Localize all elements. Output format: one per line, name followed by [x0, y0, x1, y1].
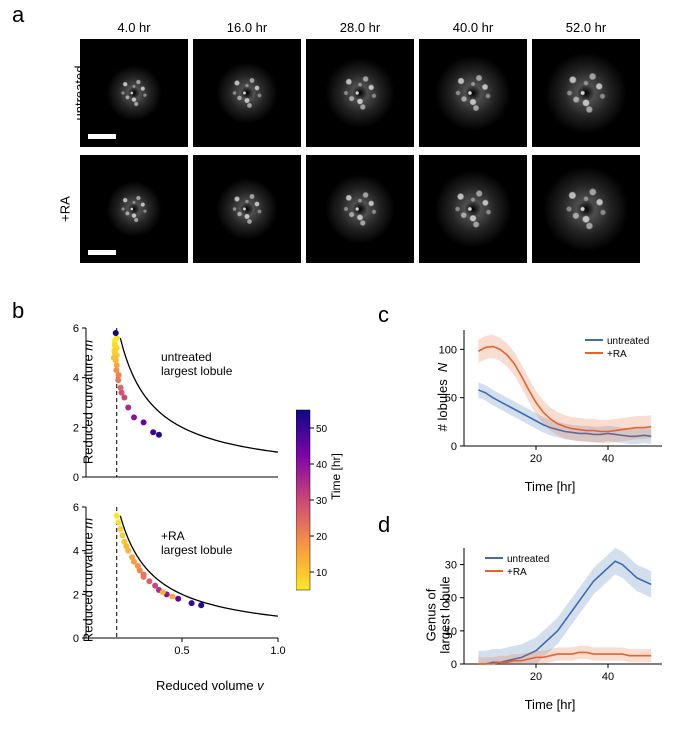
panel-b-container: Reduced curvature m 0246 untreatedlarges… — [56, 320, 286, 664]
panel-a-row-1: untreated — [80, 39, 640, 147]
panel-a-container: 4.0 hr 16.0 hr 28.0 hr 40.0 hr 52.0 hr untre… — [80, 20, 640, 271]
microscopy-image — [80, 155, 188, 263]
microscopy-image — [532, 155, 640, 263]
svg-text:20: 20 — [316, 532, 328, 543]
panel-c-ylabel: # lobules N — [435, 363, 450, 432]
panel-c-xlabel: Time [hr] — [525, 479, 576, 494]
svg-text:0: 0 — [73, 472, 79, 484]
svg-text:20: 20 — [530, 671, 542, 683]
panel-c-plot: # lobules N 0501002040untreated+RA Time … — [430, 322, 670, 472]
microscopy-image — [193, 39, 301, 147]
svg-text:6: 6 — [73, 502, 79, 514]
scale-bar — [88, 250, 116, 255]
scale-bar — [88, 134, 116, 139]
svg-text:0: 0 — [73, 633, 79, 645]
svg-text:40: 40 — [602, 671, 614, 683]
time-label: 40.0 hr — [419, 20, 527, 35]
microscopy-image — [419, 155, 527, 263]
panel-b-plot-2: 0 2 4 6 0.5 1.0 +RAlargest lobule — [56, 499, 286, 664]
svg-text:20: 20 — [530, 453, 542, 465]
svg-text:10: 10 — [316, 568, 328, 579]
svg-text:untreated: untreated — [507, 554, 549, 565]
microscopy-image — [193, 155, 301, 263]
svg-text:untreated: untreated — [607, 336, 649, 347]
panel-b-annot-2: +RAlargest lobule — [161, 529, 232, 557]
svg-text:30: 30 — [316, 496, 328, 507]
svg-text:4: 4 — [73, 373, 79, 385]
panel-d-ylabel: Genus oflargest lobule — [424, 576, 453, 653]
svg-text:2: 2 — [73, 422, 79, 434]
svg-text:0: 0 — [451, 659, 457, 671]
svg-text:+RA: +RA — [507, 567, 527, 578]
svg-text:+RA: +RA — [607, 349, 627, 360]
svg-text:0: 0 — [451, 441, 457, 453]
panel-label-a: a — [12, 2, 24, 28]
svg-text:1.0: 1.0 — [270, 645, 285, 657]
svg-text:0.5: 0.5 — [174, 645, 189, 657]
svg-text:2: 2 — [73, 589, 79, 601]
panel-a-timelabels: 4.0 hr 16.0 hr 28.0 hr 40.0 hr 52.0 hr — [80, 20, 640, 35]
svg-text:30: 30 — [445, 560, 457, 572]
row-label-ra: +RA — [57, 196, 72, 222]
svg-text:40: 40 — [316, 460, 328, 471]
svg-text:4: 4 — [73, 546, 79, 558]
svg-text:100: 100 — [439, 344, 457, 356]
svg-text:50: 50 — [316, 424, 328, 435]
microscopy-image — [80, 39, 188, 147]
microscopy-image — [306, 39, 414, 147]
microscopy-image — [306, 155, 414, 263]
panel-b-xlabel: Reduced volume v — [156, 678, 264, 693]
svg-text:6: 6 — [73, 323, 79, 335]
time-label: 16.0 hr — [193, 20, 301, 35]
panel-b-annot-1: untreatedlargest lobule — [161, 350, 232, 378]
svg-text:40: 40 — [602, 453, 614, 465]
panel-d-xlabel: Time [hr] — [525, 697, 576, 712]
microscopy-image — [419, 39, 527, 147]
time-label: 28.0 hr — [306, 20, 414, 35]
panel-d-plot: Genus oflargest lobule 01020302040untrea… — [430, 540, 670, 690]
panel-a-row-2: +RA — [80, 155, 640, 263]
panel-label-b: b — [12, 298, 24, 324]
panel-label-d: d — [378, 512, 390, 538]
time-label: 4.0 hr — [80, 20, 188, 35]
panel-b-plot-1: 0 2 4 6 untreatedlargest lobule — [56, 320, 286, 485]
panel-b-cbar-label: Time [hr] — [329, 453, 343, 500]
microscopy-image — [532, 39, 640, 147]
time-label: 52.0 hr — [532, 20, 640, 35]
panel-b-colorbar: 1020304050 — [296, 400, 310, 600]
panel-label-c: c — [378, 302, 389, 328]
